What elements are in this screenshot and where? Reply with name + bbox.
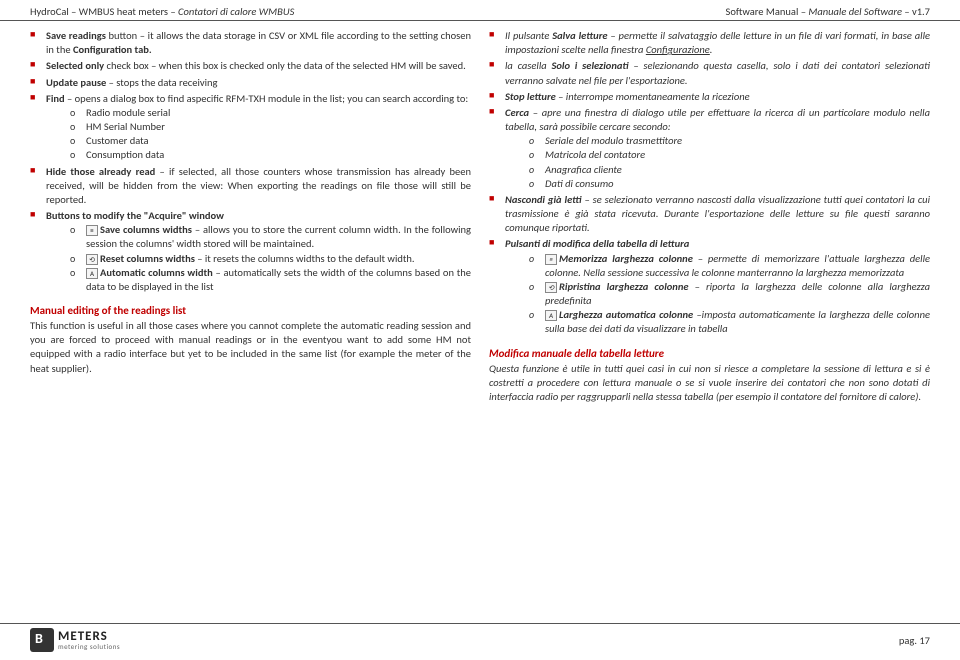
sub-item: Dati di consumo <box>529 177 930 191</box>
list-item: Stop letture – interrompe momentaneament… <box>489 90 930 104</box>
logo-text: METERS metering solutions <box>58 630 120 650</box>
sub-item: Matricola del contatore <box>529 148 930 162</box>
item-text: check box – when this box is checked onl… <box>104 59 466 72</box>
columns-auto-icon: A <box>545 310 557 321</box>
sub-bold: Ripristina larghezza colonne <box>559 280 689 293</box>
list-item: la casella Solo i selezionati – selezion… <box>489 59 930 87</box>
item-text: – stops the data receiving <box>106 76 217 89</box>
item-bold: Cerca <box>505 106 529 119</box>
header-left-en: HydroCal – WMBUS heat meters <box>30 5 168 18</box>
sub-item: HM Serial Number <box>70 120 471 134</box>
columns-reset-icon: ⟲ <box>86 254 98 265</box>
list-item: Save readings button – it allows the dat… <box>30 29 471 57</box>
list-item: Hide those already read – if selected, a… <box>30 165 471 208</box>
sub-bold: Save columns widths <box>100 223 192 236</box>
item-bold: Salva letture <box>552 29 607 42</box>
item-bold: Selected only <box>46 59 104 72</box>
list-item: Nascondi già letti – se selezionato verr… <box>489 193 930 236</box>
sublist: ≡Memorizza larghezza colonne – permette … <box>505 252 930 337</box>
item-bold-tail: Configuration tab. <box>73 43 152 56</box>
left-list: Save readings button – it allows the dat… <box>30 29 471 294</box>
logo-mark-icon <box>30 628 54 652</box>
list-item: Buttons to modify the "Acquire" window ≡… <box>30 209 471 294</box>
logo-tagline: metering solutions <box>58 643 120 650</box>
item-bold: Stop letture <box>505 90 556 103</box>
item-bold: Update pause <box>46 76 106 89</box>
sublist: Seriale del modulo trasmettitore Matrico… <box>505 134 930 191</box>
list-item: Pulsanti di modifica della tabella di le… <box>489 237 930 336</box>
section-para-en: This function is useful in all those cas… <box>30 319 471 376</box>
list-item: Cerca – apre una finestra di dialogo uti… <box>489 106 930 191</box>
columns-reset-icon: ⟲ <box>545 282 557 293</box>
section-para-it: Questa funzione è utile in tutti quei ca… <box>489 362 930 405</box>
sub-item: ⟲Reset columns widths – it resets the co… <box>70 252 471 266</box>
item-tail: . <box>710 43 713 56</box>
sublist: Radio module serial HM Serial Number Cus… <box>46 106 471 163</box>
page-number: pag. 17 <box>899 634 930 647</box>
list-item: Update pause – stops the data receiving <box>30 76 471 90</box>
item-bold: Solo i selezionati <box>551 59 628 72</box>
header-right: Software Manual – Manuale del Software –… <box>726 5 930 18</box>
item-bold: Pulsanti di modifica della tabella di le… <box>505 237 689 250</box>
columns-save-icon: ≡ <box>545 254 557 265</box>
section-heading-it: Modifica manuale della tabella letture <box>489 347 930 360</box>
header-right-it: – Manuale del Software <box>801 5 902 18</box>
sub-item: Consumption data <box>70 148 471 162</box>
item-text: – interrompe momentaneamente la ricezion… <box>556 90 750 103</box>
item-bold: Buttons to modify the "Acquire" window <box>46 209 224 222</box>
sub-text: – it resets the columns widths to the de… <box>195 252 415 265</box>
sub-item: Seriale del modulo trasmettitore <box>529 134 930 148</box>
item-bold: Find <box>46 92 65 105</box>
item-underline: Configurazione <box>646 43 710 56</box>
section-heading-en: Manual editing of the readings list <box>30 304 471 317</box>
list-item: Il pulsante Salva letture – permette il … <box>489 29 930 57</box>
header-right-en: Software Manual <box>726 5 799 18</box>
right-column: Il pulsante Salva letture – permette il … <box>489 29 930 404</box>
header-left: HydroCal – WMBUS heat meters – Contatori… <box>30 5 294 18</box>
header-left-it: – Contatori di calore WMBUS <box>170 5 294 18</box>
right-list: Il pulsante Salva letture – permette il … <box>489 29 930 337</box>
page-header: HydroCal – WMBUS heat meters – Contatori… <box>0 0 960 21</box>
content: Save readings button – it allows the dat… <box>0 21 960 409</box>
list-item: Find – opens a dialog box to find aspeci… <box>30 92 471 163</box>
header-version: – v1.7 <box>904 5 930 18</box>
item-pre: Il pulsante <box>505 29 552 42</box>
sub-item: Radio module serial <box>70 106 471 120</box>
item-bold: Nascondi già letti <box>505 193 582 206</box>
item-bold: Hide those already read <box>46 165 155 178</box>
sub-item: ALarghezza automatica colonne –imposta a… <box>529 308 930 336</box>
left-column: Save readings button – it allows the dat… <box>30 29 471 404</box>
item-text: – opens a dialog box to find aspecific R… <box>65 92 469 105</box>
columns-auto-icon: A <box>86 268 98 279</box>
sub-item: Anagrafica cliente <box>529 163 930 177</box>
item-pre: la casella <box>505 59 551 72</box>
item-bold: Save readings <box>46 29 106 42</box>
list-item: Selected only check box – when this box … <box>30 59 471 73</box>
sub-item: AAutomatic columns width – automatically… <box>70 266 471 294</box>
item-text: – apre una finestra di dialogo utile per… <box>505 106 930 133</box>
sub-item: Customer data <box>70 134 471 148</box>
sub-bold: Automatic columns width <box>100 266 213 279</box>
sublist: ≡Save columns widths – allows you to sto… <box>46 223 471 294</box>
sub-bold: Larghezza automatica colonne <box>559 308 693 321</box>
sub-item: ⟲Ripristina larghezza colonne – riporta … <box>529 280 930 308</box>
sub-item: ≡Memorizza larghezza colonne – permette … <box>529 252 930 280</box>
sub-item: ≡Save columns widths – allows you to sto… <box>70 223 471 251</box>
sub-bold: Reset columns widths <box>100 252 195 265</box>
page-footer: METERS metering solutions pag. 17 <box>0 623 960 652</box>
sub-bold: Memorizza larghezza colonne <box>559 252 693 265</box>
logo: METERS metering solutions <box>30 628 120 652</box>
columns-save-icon: ≡ <box>86 225 98 236</box>
